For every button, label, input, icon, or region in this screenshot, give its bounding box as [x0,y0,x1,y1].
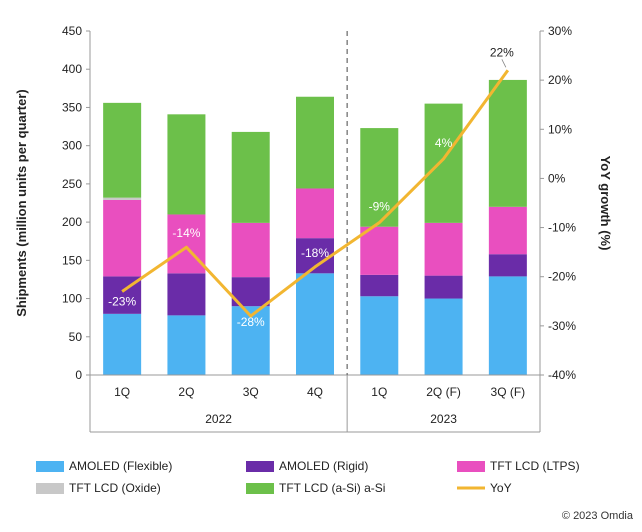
bar-5-4 [296,96,334,189]
legend-swatch [457,461,485,472]
y2-tick-label: -40% [548,368,576,382]
legend-label: TFT LCD (LTPS) [490,459,580,473]
y-tick-label: 100 [62,292,82,306]
bar-5-3 [231,131,270,223]
legend-label: TFT LCD (a-Si) a-Si [279,481,385,495]
yoy-line-layer [121,69,510,318]
y-tick-label: 0 [75,368,82,382]
yoy-data-label: -28% [237,315,265,329]
y2-tick-label: 0% [548,171,566,185]
bar-3-5 [360,226,399,275]
y2-tick-label: 10% [548,122,572,136]
y2-tick-label: -20% [548,270,576,284]
bar-2-5 [360,274,399,297]
bar-5-7 [488,79,527,207]
data-labels-layer: -23% -14% -28% -18% -9% 4% 22% [108,45,514,329]
bar-1-2 [167,315,206,375]
y-tick-label: 200 [62,215,82,229]
bar-3-3 [231,222,270,278]
x-tick-label: 2Q [178,385,194,399]
bar-5-2 [167,114,206,215]
bar-1-3 [231,306,270,375]
bar-3-2 [167,214,206,274]
y-tick-label: 300 [62,139,82,153]
yoy-data-label: -9% [369,200,391,214]
bar-2-2 [167,273,206,316]
yoy-data-label: 22% [490,45,514,59]
x-tick-label: 2Q (F) [426,385,461,399]
yoy-data-label: -14% [172,226,200,240]
legend-swatch [36,461,64,472]
bar-4-1 [103,197,142,200]
bar-1-1 [103,313,142,375]
y-axis-title: Shipments (million units per quarter) [14,89,29,317]
bar-3-6 [424,222,463,276]
legend-label: AMOLED (Rigid) [279,459,368,473]
yoy-line [121,69,510,318]
legend: AMOLED (Flexible) AMOLED (Rigid) TFT LCD (… [36,459,580,495]
legend-label: TFT LCD (Oxide) [69,481,161,495]
legend-swatch [36,483,64,494]
axes-layer: 0 50 100 150 200 250 300 350 400 450 -40% -30% -20% -… [62,24,576,433]
x-tick-label: 4Q [307,385,323,399]
x-tick-label: 1Q [114,385,130,399]
yoy-label-leader [501,59,507,68]
bar-1-7 [488,276,527,375]
yoy-data-label: 4% [435,136,453,150]
bar-1-6 [424,298,463,375]
bar-1-4 [296,273,334,375]
legend-label: YoY [490,481,512,495]
y-tick-label: 450 [62,24,82,38]
y2-tick-label: -10% [548,221,576,235]
y-tick-label: 150 [62,253,82,267]
bar-3-7 [488,206,527,255]
x-tick-label: 3Q (F) [491,385,526,399]
bar-2-7 [488,254,527,277]
y2-tick-label: 20% [548,73,572,87]
bar-5-6 [424,103,463,223]
bar-3-4 [296,188,334,239]
copyright-text: © 2023 Omdia [562,510,634,522]
y-tick-label: 350 [62,100,82,114]
y2-axis-title: YoY growth (%) [598,156,613,251]
x-group-label: 2022 [205,412,232,426]
y-tick-label: 400 [62,62,82,76]
legend-swatch [246,483,274,494]
x-tick-label: 3Q [243,385,259,399]
legend-label: AMOLED (Flexible) [69,459,172,473]
legend-swatch [246,461,274,472]
y-tick-label: 250 [62,177,82,191]
y-tick-label: 50 [69,330,83,344]
bar-3-1 [103,199,142,277]
yoy-data-label: -18% [301,246,329,260]
bars-layer [103,79,527,375]
x-group-label: 2023 [430,412,457,426]
bar-2-6 [424,275,463,299]
bar-5-1 [103,102,142,198]
bar-1-5 [360,296,399,375]
y2-tick-label: -30% [548,319,576,333]
y2-tick-label: 30% [548,24,572,38]
yoy-data-label: -23% [108,294,136,308]
x-tick-label: 1Q [371,385,387,399]
